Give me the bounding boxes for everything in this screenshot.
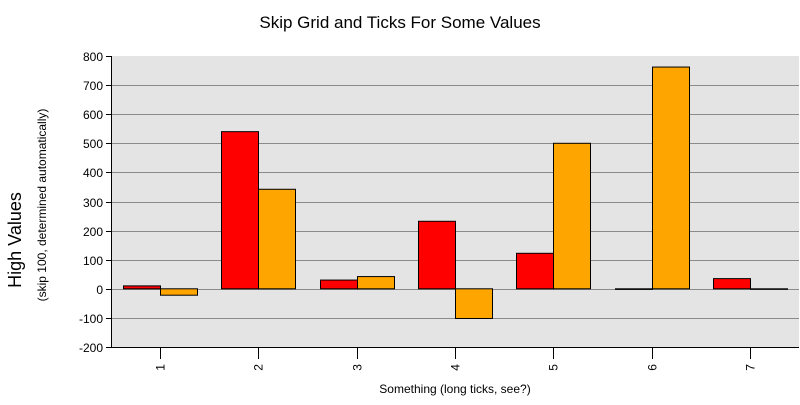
y-axis-subtitle: (skip 100, determined automatically) [35,109,49,302]
y-tick-label: 200 [83,225,103,239]
bar-orange-7 [750,288,788,290]
bar-red-7 [713,278,751,290]
bar-red-6 [615,288,653,290]
x-tick-label: 4 [449,364,463,371]
y-tick-label: 500 [83,137,103,151]
y-tick-label: -100 [79,312,103,326]
bar-orange-5 [553,142,591,290]
bar-red-5 [516,252,554,290]
x-tick-label: 7 [744,364,758,371]
x-tick-label: 6 [646,364,660,371]
x-tick-label: 1 [154,364,168,371]
plot-area: 800 700 600 500 400 300 200 100 0 -100 -200 1 2 3 4 5 6 7 [79,50,799,371]
y-tick-label: 100 [83,254,103,268]
y-tick-label: -200 [79,341,103,355]
y-tick-label: 0 [96,283,103,297]
y-tick-label: 700 [83,79,103,93]
bar-orange-4 [455,288,493,319]
y-tick-label: 300 [83,196,103,210]
y-tick-label: 600 [83,108,103,122]
bar-red-1 [123,285,161,290]
y-axis-title: High Values [5,192,25,288]
bar-orange-2 [258,188,296,290]
x-tick-label: 5 [547,364,561,371]
bar-red-4 [418,220,456,290]
bar-red-2 [221,131,259,290]
x-axis-title: Something (long ticks, see?) [379,382,530,396]
x-tick-label: 2 [252,364,266,371]
bar-orange-6 [652,66,690,290]
bar-orange-3 [357,276,395,290]
y-tick-label: 800 [83,50,103,64]
bar-red-3 [320,279,358,290]
bar-orange-1 [160,288,198,296]
y-tick-label: 400 [83,166,103,180]
chart-title: Skip Grid and Ticks For Some Values [259,13,540,32]
x-tick-label: 3 [351,364,365,371]
